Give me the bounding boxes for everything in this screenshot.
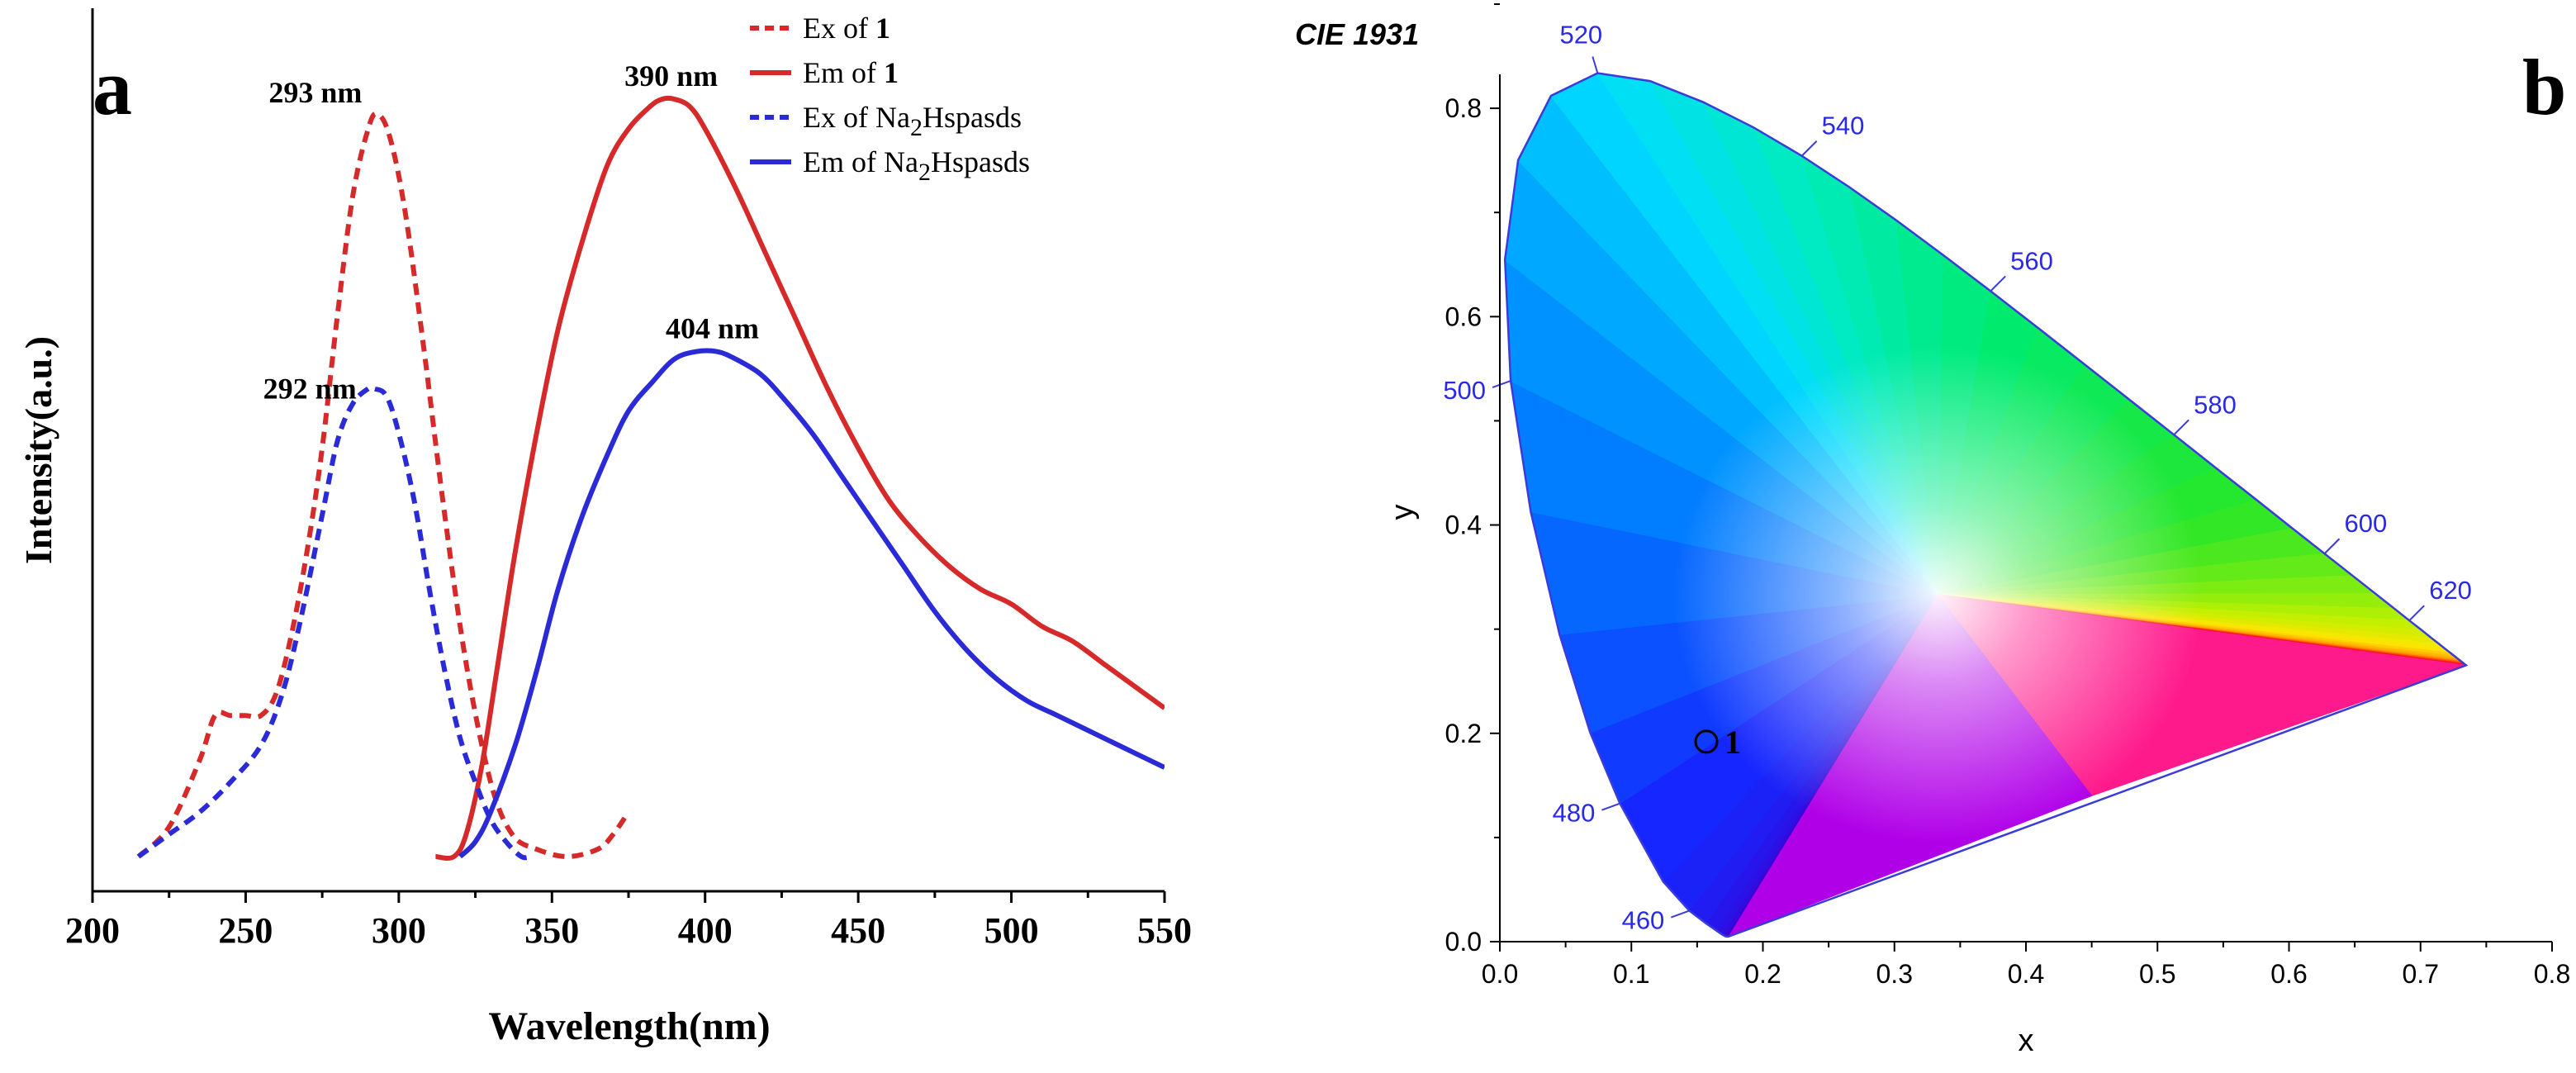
series-line-0 <box>136 111 631 859</box>
panel-a-x-ticks: 200 250 300 350 400 450 500 550 <box>65 891 1192 951</box>
series-line-1 <box>435 95 1165 861</box>
spectral-locus <box>1503 72 2469 938</box>
panel-a-y-axis-label: Intensity(a.u.) <box>17 336 59 564</box>
panel-b: CIE 1931 b 460 480 500 520 540 560 580 600 620 1… <box>1295 3 2570 1058</box>
panel-b-y-axis-label: y <box>1385 505 1420 520</box>
x-tick-label: 0.0 <box>1482 959 1518 989</box>
x-tick-label: 200 <box>65 910 120 951</box>
x-tick-label: 250 <box>218 910 273 951</box>
cie-point-marker <box>1694 729 1719 754</box>
legend-entry-1: Em of 1 <box>803 56 899 89</box>
wavelength-tick <box>1592 56 1599 74</box>
wavelength-tick <box>1492 380 1511 388</box>
legend-entry-0: Ex of 1 <box>803 12 890 45</box>
x-tick-label: 500 <box>984 910 1039 951</box>
x-tick-label: 0.3 <box>1876 959 1913 989</box>
cie-point-label: 1 <box>1724 724 1741 761</box>
wavelength-label: 600 <box>2344 509 2387 538</box>
wavelength-tick <box>1670 909 1690 919</box>
legend-entry-2: Ex of Na2Hspasds <box>803 101 1022 141</box>
panel-a-series <box>136 95 1165 861</box>
y-tick-label: 0.4 <box>1445 510 1482 540</box>
series-line-3 <box>458 348 1165 859</box>
panel-b-title: CIE 1931 <box>1295 17 1419 51</box>
x-tick-label: 0.4 <box>2008 959 2044 989</box>
wavelength-label: 500 <box>1443 376 1486 405</box>
peak-annotation: 390 nm <box>624 59 718 93</box>
x-tick-label: 0.2 <box>1744 959 1781 989</box>
panel-a-x-axis-label: Wavelength(nm) <box>488 1004 770 1048</box>
wavelength-label: 460 <box>1622 906 1665 935</box>
panel-b-y-ticks: 0.0 0.2 0.4 0.6 0.8 <box>1445 3 1500 957</box>
white-point-glow <box>1673 347 2203 843</box>
wavelength-tick <box>2408 605 2425 621</box>
wavelength-label: 620 <box>2429 576 2472 605</box>
x-tick-label: 0.6 <box>2270 959 2307 989</box>
wavelength-label: 580 <box>2194 390 2237 419</box>
x-tick-label: 400 <box>678 910 733 951</box>
wavelength-tick <box>2173 419 2189 436</box>
panel-a-label: a <box>93 43 132 131</box>
legend-entry-3: Em of Na2Hspasds <box>803 145 1030 186</box>
wavelength-tick <box>1990 275 2006 292</box>
y-tick-label: 0.2 <box>1445 719 1482 748</box>
y-tick-label: 0.6 <box>1445 301 1482 331</box>
x-tick-label: 0.8 <box>2534 959 2570 989</box>
wavelength-label: 540 <box>1822 112 1865 140</box>
panel-b-x-ticks: 0.0 0.1 0.2 0.3 0.4 0.5 0.6 0.7 0.8 <box>1482 942 2570 989</box>
x-tick-label: 0.7 <box>2403 959 2439 989</box>
wavelength-tick <box>2323 538 2341 554</box>
x-tick-label: 350 <box>524 910 579 951</box>
peak-annotation: 293 nm <box>268 76 362 109</box>
chromaticity-fill <box>1505 73 2466 937</box>
x-tick-label: 0.5 <box>2139 959 2175 989</box>
cie-points: 1 <box>1694 724 1741 761</box>
y-tick-label: 0.0 <box>1445 927 1482 957</box>
x-tick-label: 0.1 <box>1613 959 1649 989</box>
x-tick-label: 300 <box>372 910 426 951</box>
x-tick-label: 550 <box>1137 910 1192 951</box>
panel-a-annotations: 293 nm 390 nm 292 nm 404 nm <box>263 59 759 406</box>
x-tick-label: 450 <box>831 910 885 951</box>
wavelength-tick <box>1601 802 1620 811</box>
wavelength-label: 480 <box>1553 799 1596 828</box>
peak-annotation: 292 nm <box>263 373 357 406</box>
panel-a: a 200 250 300 350 400 450 500 550 293 nm 390 nm2… <box>17 8 1192 1048</box>
wavelength-labels: 460 480 500 520 540 560 580 600 620 <box>1443 20 2472 934</box>
peak-annotation: 404 nm <box>666 312 759 345</box>
wavelength-label: 520 <box>1559 20 1602 49</box>
y-tick-label: 0.8 <box>1445 93 1482 123</box>
wavelength-tick <box>1800 140 1818 157</box>
panel-b-label: b <box>2522 43 2566 131</box>
panel-b-x-axis-label: x <box>2019 1023 2034 1058</box>
series-line-2 <box>136 384 531 861</box>
wavelength-label: 560 <box>2010 246 2053 275</box>
